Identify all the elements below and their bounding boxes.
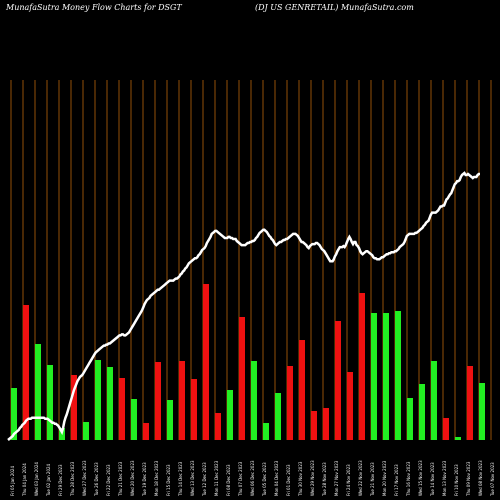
x-tick-label: Thu 07 Dec 2023	[238, 461, 243, 497]
x-tick-label: Fri 24 Nov 2023	[346, 464, 351, 496]
bar-series	[11, 284, 485, 440]
x-tick-label: Thu 14 Dec 2023	[178, 461, 183, 497]
x-tick-label: Tue 07 Nov 2023	[490, 462, 495, 497]
money-flow-bar	[311, 411, 317, 440]
money-flow-bar	[11, 388, 17, 440]
money-flow-bar	[395, 311, 401, 440]
x-tick-label: Wed 13 Dec 2023	[190, 460, 195, 496]
money-flow-bar	[35, 344, 41, 440]
x-tick-label: Tue 02 Jan 2024	[46, 463, 51, 497]
money-flow-bar	[227, 390, 233, 440]
money-flow-bar	[107, 367, 113, 440]
money-flow-bar	[383, 313, 389, 440]
money-flow-bar	[359, 293, 365, 440]
x-tick-label: Wed 15 Nov 2023	[418, 460, 423, 496]
money-flow-bar	[431, 361, 437, 440]
chart-source-title: MunafaSutra Money Flow Charts for DSGT	[6, 3, 182, 12]
money-flow-bar	[467, 366, 473, 440]
x-tick-label: Mon 18 Dec 2023	[154, 460, 159, 496]
money-flow-bar	[203, 284, 209, 440]
money-flow-bar	[371, 313, 377, 440]
money-flow-bar	[215, 413, 221, 440]
x-tick-label: Fri 15 Dec 2023	[166, 464, 171, 496]
money-flow-bar	[143, 423, 149, 440]
x-axis-labels: Fri 05 Jan 2024 Thu 04 Jan 2024 Wed 03 Jan…	[10, 460, 495, 497]
money-flow-bar	[23, 305, 29, 440]
money-flow-bar	[83, 422, 89, 440]
money-flow-bar	[239, 317, 245, 440]
x-tick-label: Thu 28 Dec 2023	[70, 461, 75, 497]
money-flow-bar	[251, 361, 257, 440]
money-flow-bar	[443, 418, 449, 440]
x-tick-label: Fri 05 Jan 2024	[10, 466, 15, 496]
money-flow-bar	[455, 437, 461, 440]
money-flow-bar	[347, 372, 353, 440]
x-tick-label: Tue 05 Dec 2023	[262, 462, 267, 497]
money-flow-bar	[71, 375, 77, 440]
money-flow-bar	[323, 408, 329, 440]
money-flow-bar	[155, 362, 161, 440]
money-flow-bar	[299, 340, 305, 440]
money-flow-bar	[191, 379, 197, 440]
x-tick-label: Wed 22 Nov 2023	[358, 460, 363, 496]
money-flow-bar	[407, 398, 413, 440]
x-tick-label: Fri 10 Nov 2023	[454, 464, 459, 496]
money-flow-bar	[479, 383, 485, 440]
x-tick-label: Tue 21 Nov 2023	[370, 462, 375, 497]
x-tick-label: Thu 16 Nov 2023	[406, 461, 411, 497]
x-tick-label: Mon 13 Nov 2023	[442, 460, 447, 496]
chart-symbol-title: (DJ US GENRETAIL) MunafaSutra.com	[255, 3, 414, 12]
x-tick-label: Wed 08 Nov 2023	[478, 460, 483, 496]
x-tick-label: Wed 20 Dec 2023	[130, 460, 135, 496]
x-tick-label: Mon 20 Nov 2023	[382, 460, 387, 496]
money-flow-bar	[335, 321, 341, 440]
x-tick-label: Fri 08 Dec 2023	[226, 464, 231, 496]
money-flow-bar	[167, 400, 173, 440]
x-tick-label: Fri 01 Dec 2023	[286, 464, 291, 496]
x-tick-label: Mon 11 Dec 2023	[214, 460, 219, 496]
x-tick-label: Wed 27 Dec 2023	[82, 460, 87, 496]
money-flow-bar	[119, 378, 125, 440]
money-flow-bar	[263, 423, 269, 440]
x-tick-label: Tue 19 Dec 2023	[142, 462, 147, 497]
price-line	[7, 171, 480, 441]
money-flow-bar	[47, 365, 53, 440]
x-tick-label: Thu 21 Dec 2023	[118, 461, 123, 497]
money-flow-bar	[275, 393, 281, 440]
x-tick-label: Wed 03 Jan 2024	[34, 462, 39, 496]
money-flow-bar	[95, 360, 101, 440]
x-tick-label: Tue 26 Dec 2023	[94, 462, 99, 497]
x-tick-label: Tue 14 Nov 2023	[430, 462, 435, 497]
x-tick-label: Thu 04 Jan 2024	[22, 463, 27, 497]
money-flow-bar	[419, 384, 425, 440]
x-tick-label: Wed 06 Dec 2023	[250, 460, 255, 496]
x-tick-label: Tue 28 Nov 2023	[322, 462, 327, 497]
x-tick-label: Fri 22 Dec 2023	[106, 464, 111, 496]
x-tick-label: Tue 12 Dec 2023	[202, 462, 207, 497]
x-tick-label: Mon 27 Nov 2023	[334, 460, 339, 496]
money-flow-bar	[131, 399, 137, 440]
money-flow-bar	[287, 366, 293, 440]
x-tick-label: Mon 04 Dec 2023	[274, 460, 279, 496]
x-tick-label: Wed 29 Nov 2023	[310, 460, 315, 496]
money-flow-bar	[179, 361, 185, 440]
x-tick-label: Thu 30 Nov 2023	[298, 461, 303, 497]
x-tick-label: Thu 09 Nov 2023	[466, 461, 471, 497]
x-tick-label: Fri 17 Nov 2023	[394, 464, 399, 496]
x-tick-label: Fri 29 Dec 2023	[58, 464, 63, 496]
